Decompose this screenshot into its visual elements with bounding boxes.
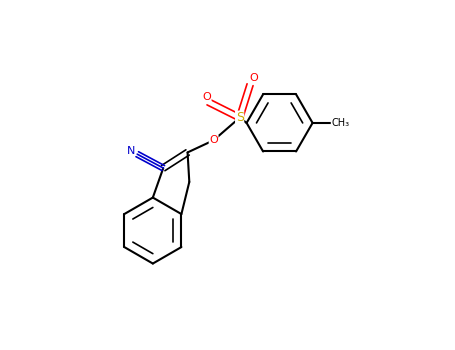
Text: O: O <box>202 92 211 102</box>
Text: CH₃: CH₃ <box>331 118 349 128</box>
Text: N: N <box>127 146 135 156</box>
Text: O: O <box>209 135 218 145</box>
Text: O: O <box>249 73 258 83</box>
Text: S: S <box>236 111 244 124</box>
